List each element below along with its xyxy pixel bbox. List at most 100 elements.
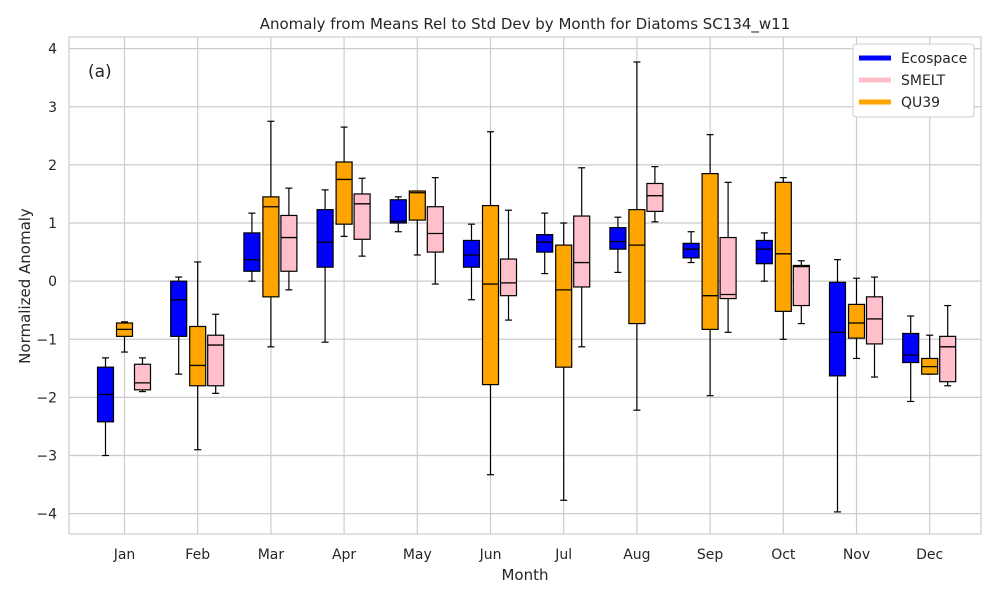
y-tick-label: 3 <box>48 100 57 116</box>
box-body <box>408 190 426 221</box>
box-body <box>902 332 920 364</box>
box-qu39-apr <box>335 126 353 237</box>
box-smelt-may <box>426 177 444 285</box>
box-body <box>499 258 518 297</box>
box-ecospace-feb <box>170 276 188 375</box>
box-smelt-sep <box>719 181 737 333</box>
box-body <box>353 193 371 240</box>
box-ecospace-apr <box>316 189 334 343</box>
box-body <box>865 296 884 345</box>
box-smelt-nov <box>865 276 884 378</box>
box-qu39-mar <box>262 120 280 348</box>
box-body <box>555 244 573 368</box>
box-qu39-dec <box>921 334 939 375</box>
box-qu39-feb <box>189 261 207 451</box>
legend-label-qu39: QU39 <box>901 95 940 111</box>
box-smelt-jun <box>499 209 518 321</box>
y-tick-label: 2 <box>48 158 57 174</box>
box-qu39-aug <box>628 61 646 411</box>
x-tick-label: Oct <box>771 547 796 563</box>
box-ecospace-mar <box>243 212 261 282</box>
x-tick-label: Mar <box>258 547 285 563</box>
box-body <box>481 204 500 386</box>
box-ecospace-aug <box>609 216 627 274</box>
box-qu39-oct <box>774 177 792 340</box>
box-qu39-jan <box>115 321 134 353</box>
legend: Ecospace SMELT QU39 <box>852 43 975 118</box>
box-body <box>316 209 334 268</box>
box-body <box>262 196 280 298</box>
box-smelt-feb <box>207 313 225 394</box>
box-body <box>243 232 261 272</box>
box-smelt-jan <box>133 357 152 393</box>
box-ecospace-nov <box>828 259 847 513</box>
box-ecospace-jul <box>536 212 554 275</box>
box-qu39-jun <box>481 131 500 476</box>
box-body <box>774 181 792 312</box>
x-tick-label: Nov <box>843 547 870 563</box>
box-smelt-jul <box>573 167 591 348</box>
box-body <box>828 281 847 377</box>
box-body <box>939 335 957 383</box>
box-ecospace-may <box>389 196 407 233</box>
legend-label-smelt: SMELT <box>901 73 946 89</box>
box-body <box>682 242 700 259</box>
box-smelt-aug <box>646 166 664 223</box>
box-body <box>609 227 627 250</box>
chart-title: Anomaly from Means Rel to Std Dev by Mon… <box>260 15 791 34</box>
box-body <box>426 206 444 253</box>
box-qu39-may <box>408 190 426 256</box>
box-body <box>628 209 646 325</box>
y-tick-label: 4 <box>48 42 57 58</box>
box-body <box>701 173 719 330</box>
x-tick-label: Jan <box>113 547 136 563</box>
y-tick-label: −2 <box>36 390 57 406</box>
y-tick-labels: −4 −3 −2 −1 0 1 2 3 4 <box>36 42 57 523</box>
box-body <box>462 239 481 268</box>
x-tick-labels: Jan Feb Mar Apr May Jun Jul Aug Sep Oct Nov Dec <box>113 547 944 563</box>
box-body <box>189 325 207 387</box>
box-ecospace-oct <box>755 232 773 282</box>
box-ecospace-jan <box>96 357 115 457</box>
box-body <box>536 234 554 253</box>
x-tick-label: Jul <box>554 547 572 563</box>
x-tick-label: May <box>403 547 432 563</box>
x-tick-label: Dec <box>916 547 943 563</box>
plot-area-frame <box>68 36 982 535</box>
x-tick-label: Feb <box>185 547 210 563</box>
box-body <box>755 239 773 265</box>
box-ecospace-jun <box>462 223 481 301</box>
box-body <box>280 214 298 272</box>
y-tick-label: 1 <box>48 216 57 232</box>
box-smelt-apr <box>353 177 371 257</box>
x-tick-label: Sep <box>697 547 724 563</box>
x-axis-label: Month <box>501 566 548 584</box>
y-tick-label: −3 <box>36 449 57 465</box>
box-smelt-dec <box>939 304 957 387</box>
legend-box <box>852 43 975 118</box>
box-ecospace-sep <box>682 231 700 264</box>
box-body <box>133 363 152 391</box>
box-body <box>646 182 664 212</box>
box-body <box>335 161 353 225</box>
box-body <box>207 334 225 387</box>
y-axis-label: Normalized Anomaly <box>16 208 34 364</box>
x-tick-label: Apr <box>332 547 356 563</box>
box-qu39-nov <box>847 277 866 360</box>
box-body <box>847 303 866 339</box>
box-smelt-mar <box>280 187 298 291</box>
box-ecospace-dec <box>902 315 920 403</box>
box-qu39-sep <box>701 134 719 397</box>
box-body <box>792 264 810 307</box>
box-body <box>389 199 407 224</box>
x-tick-label: Jun <box>479 547 502 563</box>
panel-label: (a) <box>88 62 112 82</box>
box-body <box>573 215 591 288</box>
box-smelt-oct <box>792 260 810 325</box>
y-tick-label: −1 <box>36 332 57 348</box>
box-marks <box>96 61 957 513</box>
box-body <box>719 236 737 300</box>
box-qu39-jul <box>555 222 573 501</box>
